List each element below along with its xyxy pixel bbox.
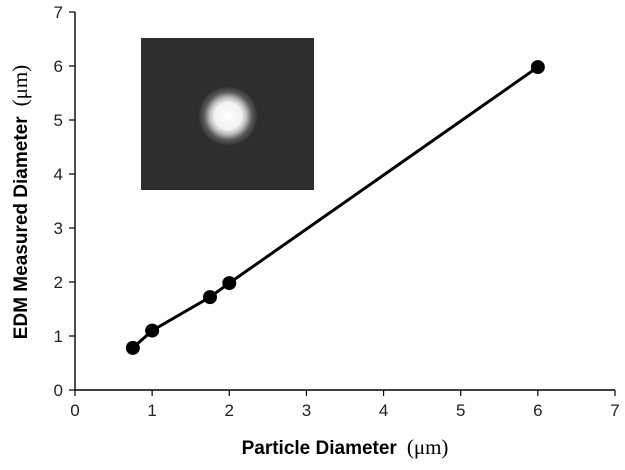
particle-spot xyxy=(198,86,258,146)
y-tick-label: 6 xyxy=(54,57,63,76)
x-ticks: 0 1 2 3 4 5 6 7 xyxy=(70,390,620,420)
series-layer xyxy=(125,60,545,355)
data-point xyxy=(222,276,237,291)
x-tick-label: 6 xyxy=(533,401,542,420)
x-tick-label: 7 xyxy=(610,401,619,420)
data-point xyxy=(125,340,140,355)
y-tick-label: 1 xyxy=(54,327,63,346)
data-point xyxy=(203,290,217,305)
x-axis-title: Particle Diameter (μm) xyxy=(242,435,449,459)
x-tick-label: 5 xyxy=(456,401,465,420)
x-tick-label: 1 xyxy=(147,401,156,420)
y-tick-label: 4 xyxy=(54,165,63,184)
y-axis-title: EDM Measured Diameter (μm) xyxy=(8,65,32,339)
inset-image xyxy=(141,38,314,190)
x-axis-title-unit: (μm) xyxy=(407,435,449,459)
y-tick-label: 0 xyxy=(54,381,63,400)
x-tick-label: 4 xyxy=(379,401,388,420)
data-point xyxy=(145,323,160,338)
y-tick-label: 3 xyxy=(54,219,63,238)
x-tick-label: 0 xyxy=(70,401,79,420)
data-point xyxy=(530,60,545,75)
x-tick-label: 3 xyxy=(302,401,311,420)
y-tick-label: 5 xyxy=(54,111,63,130)
x-tick-label: 2 xyxy=(225,401,234,420)
y-tick-label: 2 xyxy=(54,273,63,292)
y-tick-label: 7 xyxy=(54,3,63,22)
x-axis-title-text: Particle Diameter xyxy=(242,438,398,459)
y-axis-title-unit: (μm) xyxy=(8,65,32,107)
y-axis-title-text: EDM Measured Diameter xyxy=(11,116,32,339)
y-ticks: 0 1 2 3 4 5 6 7 xyxy=(54,3,75,400)
plot-area: 0 1 2 3 4 5 6 7 0 1 2 3 4 5 6 7 xyxy=(54,3,620,420)
